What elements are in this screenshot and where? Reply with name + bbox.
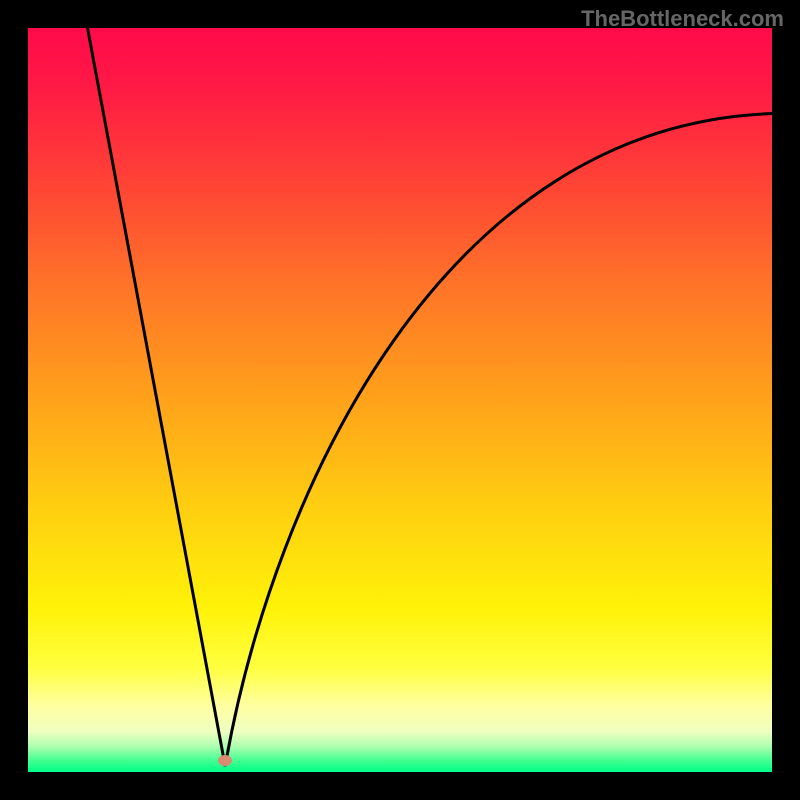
bottleneck-curve	[28, 28, 772, 772]
watermark-text: TheBottleneck.com	[581, 6, 784, 32]
plot-area	[28, 28, 772, 772]
chart-container: TheBottleneck.com	[0, 0, 800, 800]
optimal-point-marker	[218, 755, 232, 766]
